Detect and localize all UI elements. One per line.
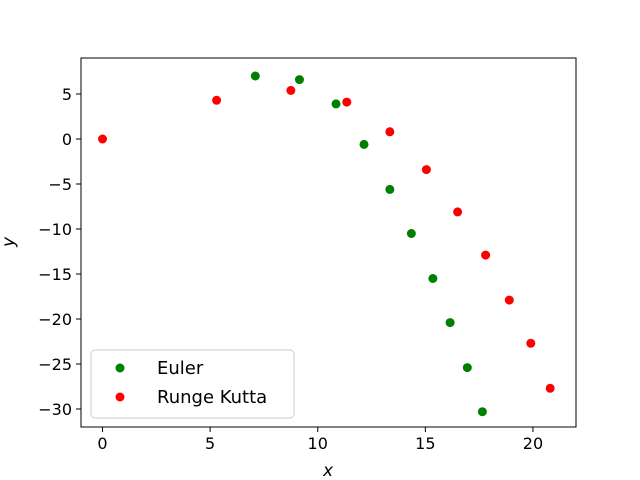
x-axis-ticks: 0 5 10 15 20 [97, 427, 543, 453]
legend-label: Euler [157, 358, 204, 379]
x-tick-label: 10 [308, 434, 328, 453]
y-tick-label: −25 [38, 355, 72, 374]
data-point [286, 85, 296, 95]
y-tick-label: −30 [38, 400, 72, 419]
data-point [294, 75, 304, 85]
y-axis-ticks: 5 0 −5 −10 −15 −20 −25 −30 [38, 85, 81, 419]
x-tick-label: 20 [523, 434, 543, 453]
y-tick-label: −5 [48, 175, 72, 194]
legend-marker [115, 363, 125, 373]
x-tick-label: 15 [415, 434, 435, 453]
data-point [545, 383, 555, 393]
legend-marker [115, 392, 125, 402]
data-point [385, 184, 395, 194]
data-point [212, 95, 222, 105]
data-point [406, 229, 416, 238]
data-point [342, 97, 352, 107]
y-tick-label: 0 [62, 130, 72, 149]
series-layer [98, 71, 555, 417]
data-point [481, 250, 491, 260]
data-point [250, 71, 260, 81]
data-point [428, 274, 438, 283]
data-point [98, 134, 108, 144]
series-runge-kutta [98, 85, 555, 393]
legend-label: Runge Kutta [157, 387, 267, 408]
data-point [421, 165, 431, 175]
legend: Euler Runge Kutta [90, 349, 295, 419]
data-point [477, 407, 487, 417]
data-point [359, 139, 369, 149]
data-point [453, 207, 463, 217]
y-axis-label: y [0, 236, 19, 248]
legend-box [90, 349, 295, 419]
x-tick-label: 5 [205, 434, 215, 453]
x-tick-label: 0 [97, 434, 107, 453]
y-tick-label: 5 [62, 85, 72, 104]
x-axis-label: x [322, 461, 334, 480]
data-point [385, 127, 395, 137]
series-euler [250, 71, 487, 417]
y-tick-label: −20 [38, 310, 72, 329]
data-point [462, 363, 472, 373]
data-point [331, 99, 341, 109]
data-point [504, 295, 514, 305]
data-point [445, 318, 455, 328]
data-point [526, 338, 536, 348]
y-tick-label: −15 [38, 265, 72, 284]
y-tick-label: −10 [38, 220, 72, 239]
